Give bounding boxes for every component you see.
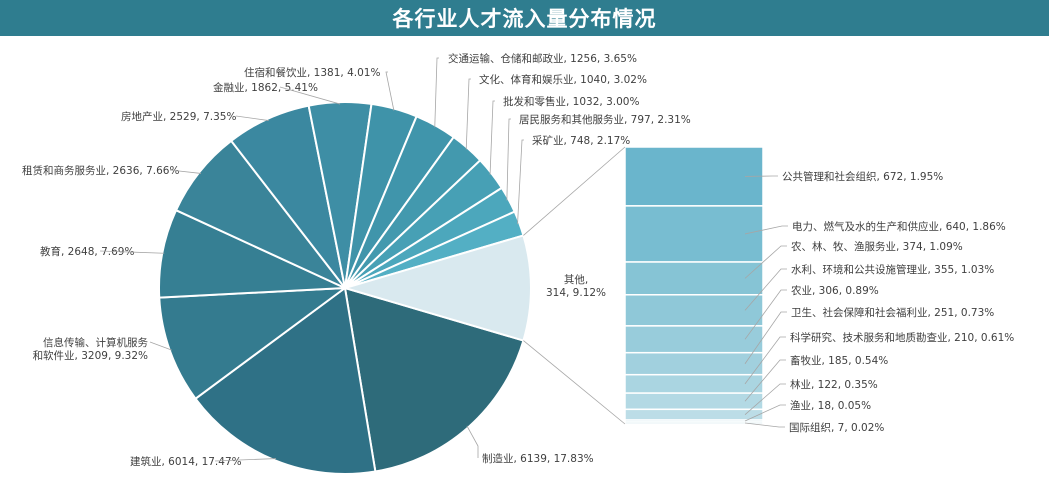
pie-data-label: 文化、体育和娱乐业, 1040, 3.02% bbox=[479, 73, 647, 86]
bar-data-label: 畜牧业, 185, 0.54% bbox=[790, 354, 888, 367]
bar-segment bbox=[624, 325, 764, 354]
pie-slice bbox=[341, 234, 533, 342]
bar-data-label: 渔业, 18, 0.05% bbox=[790, 400, 871, 412]
pie-leader-line bbox=[434, 57, 439, 128]
pie-data-label: 信息传输、计算机服务和软件业, 3209, 9.32% bbox=[33, 336, 149, 362]
pie-data-label: 交通运输、仓储和邮政业, 1256, 3.65% bbox=[448, 52, 637, 65]
bar-segment bbox=[624, 261, 764, 296]
pie-leader-line bbox=[279, 86, 341, 105]
pie-data-label: 采矿业, 748, 2.17% bbox=[532, 134, 630, 147]
chart-title: 各行业人才流入量分布情况 bbox=[392, 7, 657, 31]
bar-data-label: 林业, 122, 0.35% bbox=[790, 378, 878, 391]
pie-leader-line bbox=[506, 118, 511, 201]
bar-leader-line bbox=[744, 289, 787, 340]
bar-data-label: 农业, 306, 0.89% bbox=[791, 284, 879, 297]
bar-data-label: 水利、环境和公共设施管理业, 355, 1.03% bbox=[791, 263, 994, 276]
bar-segment bbox=[624, 373, 764, 394]
pie-data-label: 房地产业, 2529, 7.35% bbox=[121, 110, 236, 123]
pie-slice bbox=[343, 286, 525, 473]
bar-segment bbox=[624, 294, 764, 327]
bar-leader-line bbox=[744, 225, 788, 235]
pie-slice bbox=[158, 286, 349, 401]
pie-leader-line bbox=[517, 139, 524, 225]
bar-leader-line bbox=[744, 359, 786, 402]
bar-segment bbox=[624, 392, 764, 411]
pie-data-label: 居民服务和其他服务业, 797, 2.31% bbox=[519, 113, 691, 126]
pie-data-label: 其他, 314, 9.12% bbox=[546, 273, 606, 299]
pie-slice bbox=[194, 286, 377, 475]
bar-data-label: 农、林、牧、渔服务业, 374, 1.09% bbox=[791, 240, 963, 253]
bar-leader-line bbox=[744, 311, 787, 364]
pie-leader-line bbox=[235, 115, 269, 121]
pie-data-label: 金融业, 1862, 5.41% bbox=[213, 81, 318, 94]
bar-segment bbox=[624, 351, 764, 376]
bar-segment bbox=[624, 146, 764, 207]
pie-data-label: 教育, 2648, 7.69% bbox=[40, 245, 134, 258]
pie-data-label: 制造业, 6139, 17.83% bbox=[482, 452, 594, 465]
bar-data-label: 公共管理和社会组织, 672, 1.95% bbox=[782, 170, 943, 183]
bar-data-label: 卫生、社会保障和社会福利业, 251, 0.73% bbox=[791, 306, 994, 319]
bar-leader-line bbox=[744, 245, 787, 279]
pie-leader-line bbox=[169, 169, 202, 174]
pie-leader-line bbox=[465, 78, 471, 150]
bar-data-label: 电力、燃气及水的生产和供应业, 640, 1.86% bbox=[792, 220, 1006, 233]
bar-data-label: 科学研究、技术服务和地质勘查业, 210, 0.61% bbox=[790, 331, 1014, 344]
pie-data-label: 建筑业, 6014, 17.47% bbox=[130, 455, 242, 468]
bar-segment bbox=[624, 408, 764, 421]
chart-title-bar: 各行业人才流入量分布情况 bbox=[0, 0, 1049, 36]
bar-segment bbox=[624, 421, 764, 425]
pie-leader-line bbox=[385, 71, 395, 111]
pie-data-label: 住宿和餐饮业, 1381, 4.01% bbox=[244, 66, 380, 79]
bar-leader-line bbox=[744, 383, 786, 415]
pie-leader-line bbox=[466, 425, 479, 458]
pie-leader-line bbox=[214, 458, 276, 462]
bar-leader-line bbox=[744, 268, 787, 311]
connector-line-bottom bbox=[523, 340, 626, 425]
connector-line-top bbox=[523, 146, 626, 236]
pie-leader-line bbox=[149, 341, 172, 351]
bar-data-label: 国际组织, 7, 0.02% bbox=[789, 421, 884, 434]
pie-leader-line bbox=[489, 100, 495, 175]
bar-leader-line bbox=[744, 336, 786, 385]
pie-data-label: 批发和零售业, 1032, 3.00% bbox=[503, 95, 639, 108]
bar-segment bbox=[624, 205, 764, 263]
bar-leader-line bbox=[744, 422, 785, 428]
bar-leader-line bbox=[744, 404, 786, 422]
pie-leader-line bbox=[99, 250, 165, 254]
pie-data-label: 租赁和商务服务业, 2636, 7.66% bbox=[22, 164, 179, 177]
